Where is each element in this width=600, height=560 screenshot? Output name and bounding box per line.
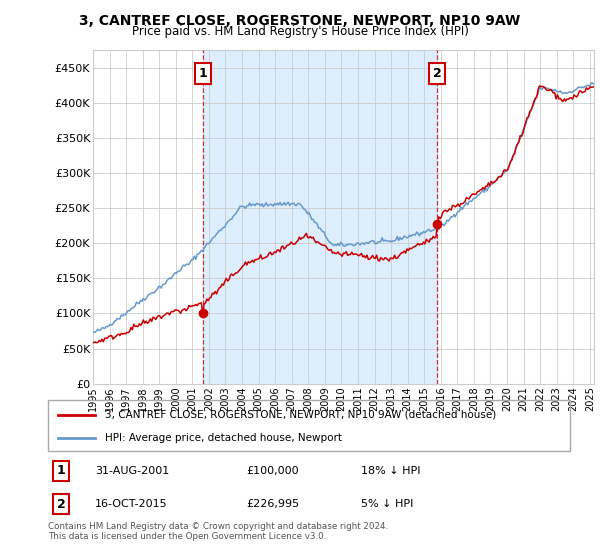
Text: 1: 1 xyxy=(199,67,207,80)
Text: HPI: Average price, detached house, Newport: HPI: Average price, detached house, Newp… xyxy=(106,433,343,443)
Text: 3, CANTREF CLOSE, ROGERSTONE, NEWPORT, NP10 9AW (detached house): 3, CANTREF CLOSE, ROGERSTONE, NEWPORT, N… xyxy=(106,409,497,419)
Text: 31-AUG-2001: 31-AUG-2001 xyxy=(95,466,169,476)
Text: 18% ↓ HPI: 18% ↓ HPI xyxy=(361,466,421,476)
Text: 5% ↓ HPI: 5% ↓ HPI xyxy=(361,499,413,509)
Text: 3, CANTREF CLOSE, ROGERSTONE, NEWPORT, NP10 9AW: 3, CANTREF CLOSE, ROGERSTONE, NEWPORT, N… xyxy=(79,14,521,28)
Text: 16-OCT-2015: 16-OCT-2015 xyxy=(95,499,167,509)
Text: £226,995: £226,995 xyxy=(247,499,299,509)
Text: £100,000: £100,000 xyxy=(247,466,299,476)
Text: Price paid vs. HM Land Registry's House Price Index (HPI): Price paid vs. HM Land Registry's House … xyxy=(131,25,469,38)
Text: 2: 2 xyxy=(56,498,65,511)
Bar xyxy=(203,50,437,384)
Text: Contains HM Land Registry data © Crown copyright and database right 2024.
This d: Contains HM Land Registry data © Crown c… xyxy=(48,522,388,542)
Text: 2: 2 xyxy=(433,67,442,80)
Text: 1: 1 xyxy=(56,464,65,478)
